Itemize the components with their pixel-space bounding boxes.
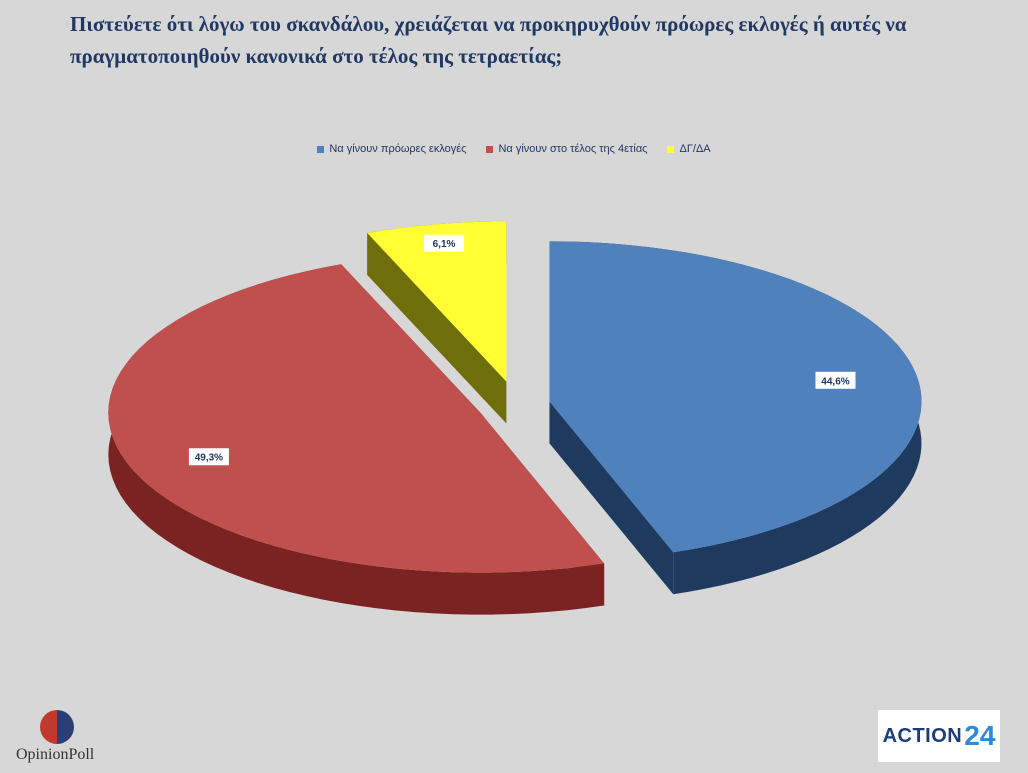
pie-slice-wall	[367, 233, 507, 424]
pie-slice	[549, 241, 922, 595]
opinionpoll-logo-text: OpinionPoll	[16, 746, 95, 763]
pie-slice-top	[549, 241, 922, 553]
opinionpoll-logo: OpinionPoll	[12, 708, 112, 768]
data-label: 49,3%	[195, 453, 223, 464]
opinionpoll-logo-icon	[40, 710, 74, 744]
chart-legend: Να γίνουν πρόωρες εκλογές Να γίνουν στο …	[0, 143, 1028, 155]
legend-label: Να γίνουν πρόωρες εκλογές	[329, 143, 467, 155]
data-label: 6,1%	[433, 239, 456, 250]
legend-swatch	[317, 145, 325, 153]
legend-label: Να γίνουν στο τέλος της 4ετίας	[498, 143, 648, 155]
pie-slice-wall	[549, 401, 674, 595]
legend-swatch	[667, 145, 675, 153]
pie-slice	[108, 264, 605, 615]
legend-item-dk-na: ΔΓ/ΔΑ	[667, 143, 711, 155]
data-label: 44,6%	[821, 376, 849, 387]
pie-slice-top	[108, 264, 605, 573]
legend-item-end-of-term: Να γίνουν στο τέλος της 4ετίας	[486, 143, 647, 155]
pie-slice-top	[367, 221, 507, 382]
action24-logo-number: 24	[964, 720, 996, 751]
action24-logo: ACTION 24	[878, 710, 1000, 762]
legend-swatch	[486, 145, 494, 153]
data-label-box	[188, 448, 229, 466]
action24-logo-text: ACTION	[882, 724, 963, 747]
pie-slice-rim	[108, 264, 605, 615]
chart-title: Πιστεύετε ότι λόγω του σκανδάλου, χρειάζ…	[70, 12, 907, 68]
legend-item-early-elections: Να γίνουν πρόωρες εκλογές	[317, 143, 466, 155]
data-label-box	[815, 371, 856, 389]
data-label-box	[424, 234, 465, 252]
legend-label: ΔΓ/ΔΑ	[679, 143, 711, 155]
